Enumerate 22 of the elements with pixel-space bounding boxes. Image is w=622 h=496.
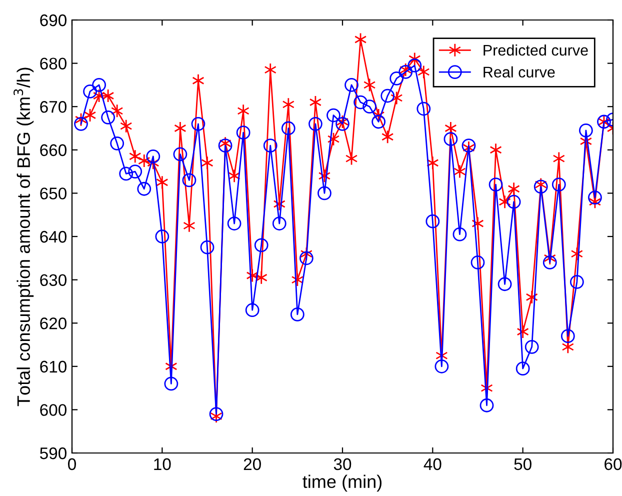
y-tick-label: 650 (40, 188, 66, 200)
y-tick-label: 670 (40, 101, 66, 113)
y-tick-label: 690 (40, 14, 66, 26)
x-tick-label: 0 (68, 458, 76, 470)
x-tick-label: 50 (514, 458, 532, 470)
x-tick-label: 40 (424, 458, 442, 470)
x-tick-label: 10 (154, 458, 171, 470)
y-axis-title: Total consumption amount of BFG (km$^{3}$/h) (14, 68, 34, 406)
y-tick-label: 620 (40, 318, 66, 330)
x-tick-label: 60 (604, 458, 622, 470)
legend-label: Predicted curve (484, 44, 588, 56)
y-tick-label: 640 (40, 230, 66, 243)
legend-label: Real curve (484, 66, 555, 78)
y-tick-label: 600 (40, 404, 66, 416)
y-tick-label: 610 (40, 360, 66, 373)
y-tick-label: 630 (40, 274, 66, 286)
x-tick-label: 20 (244, 458, 261, 470)
x-axis-title: time (min) (302, 474, 382, 492)
y-tick-label: 590 (40, 447, 66, 460)
y-tick-label: 660 (40, 144, 66, 156)
y-tick-label: 680 (40, 58, 66, 70)
x-tick-label: 30 (334, 458, 352, 470)
